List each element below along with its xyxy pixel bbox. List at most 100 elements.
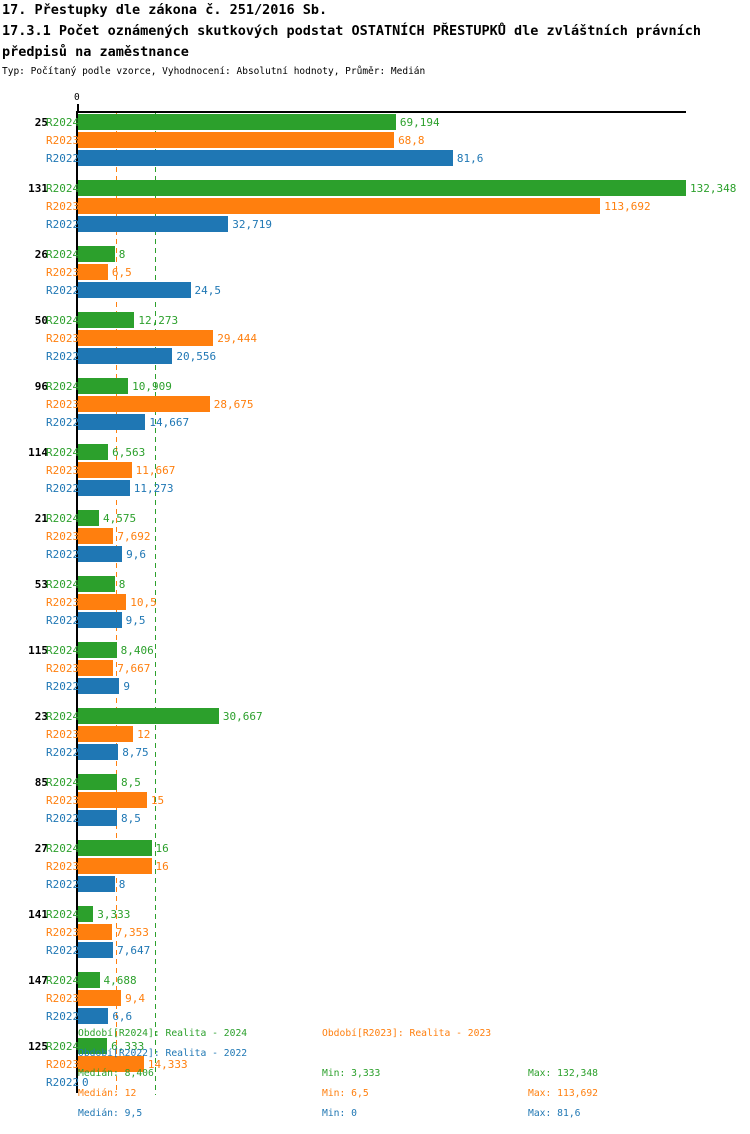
category-label: 131 [28,182,48,195]
bar-r2024[interactable] [78,774,118,790]
bar-value-label: 12 [137,728,151,741]
bar-value-label: 32,719 [232,218,273,231]
category-label: 141 [28,908,48,921]
bar-value-label: 8,75 [122,746,149,759]
bar-value-label: 8 [118,878,126,891]
bar-value-label: 6,6 [112,1010,133,1023]
bar-value-label: 8,406 [120,644,154,657]
bar-value-label: 6,5 [111,266,132,279]
bar-r2023[interactable] [78,792,147,808]
legend-row-stats-r2022: Medián: 9,5 Min: 0 Max: 81,6 [0,1108,750,1128]
bar-r2024[interactable] [78,972,100,988]
bar-group: 96 R2024 10,909 R2023 28,675 R2022 14,667 [0,377,750,431]
bar-group: 125 R2024 6,333 R2023 14,333 R2022 0 [0,1037,750,1091]
bar-r2023[interactable] [78,858,152,874]
stat-min-r2024: Min: 3,333 [322,1068,381,1079]
series-label-r2024: R2024 [46,380,80,393]
bar-r2022[interactable] [78,612,122,628]
bar-group: 115 R2024 8,406 R2023 7,667 R2022 9 [0,641,750,695]
bar-r2024[interactable] [78,1038,108,1054]
bar-r2022[interactable] [78,1008,109,1024]
series-label-r2024: R2024 [46,1040,80,1053]
series-label-r2024: R2024 [46,842,80,855]
bar-value-label: 24,5 [194,284,222,297]
category-label: 115 [28,644,48,657]
bar-r2022[interactable] [78,744,119,760]
bar-r2024[interactable] [78,642,117,658]
bar-group: 85 R2024 8,5 R2023 15 R2022 8,5 [0,773,750,827]
bar-r2024[interactable] [78,510,100,526]
axis-vertical-line [76,111,78,1093]
category-label: 96 [34,380,48,393]
bar-r2023[interactable] [78,990,122,1006]
bar-r2022[interactable] [78,348,173,364]
chart-legend: Období[R2024]: Realita - 2024 Období[R20… [0,1028,750,1128]
bar-value-label: 29,444 [217,332,257,345]
stat-min-r2023: Min: 6,5 [322,1088,369,1099]
bar-r2024[interactable] [78,246,115,262]
bar-r2024[interactable] [78,312,135,328]
bar-value-label: 7,667 [117,662,151,675]
bar-r2022[interactable] [78,546,123,562]
bar-r2024[interactable] [78,378,129,394]
bar-r2023[interactable] [78,660,114,676]
bar-value-label: 11,667 [135,464,176,477]
series-label-r2024: R2024 [46,314,80,327]
bar-r2023[interactable] [78,330,214,346]
legend-entry-r2024: Období[R2024]: Realita - 2024 [78,1028,248,1039]
bar-group: 21 R2024 4,575 R2023 7,692 R2022 9,6 [0,509,750,563]
bar-value-label: 9,5 [125,614,146,627]
series-label-r2024: R2024 [46,446,80,459]
series-label-r2024: R2024 [46,512,80,525]
series-label-r2024: R2024 [46,908,80,921]
bar-r2022[interactable] [78,876,115,892]
stat-max-r2024: Max: 132,348 [528,1068,598,1079]
bar-r2023[interactable] [78,396,210,412]
bar-r2023[interactable] [78,1056,144,1072]
bar-r2022[interactable] [78,414,146,430]
bar-r2022[interactable] [78,282,191,298]
bar-r2023[interactable] [78,198,601,214]
bar-r2022[interactable] [78,480,130,496]
bar-value-label: 6,333 [111,1040,145,1053]
series-label-r2022: R2022 [46,416,80,429]
bar-value-label: 4,575 [103,512,137,525]
category-label: 26 [34,248,48,261]
bar-r2024[interactable] [78,708,219,724]
axis-top-line [78,111,686,113]
stat-min-r2022: Min: 0 [322,1108,357,1119]
bar-r2022[interactable] [78,810,118,826]
bar-r2023[interactable] [78,594,127,610]
bar-r2024[interactable] [78,906,94,922]
bar-r2022[interactable] [78,678,120,694]
bar-value-label: 9 [123,680,130,693]
bar-r2022[interactable] [78,150,453,166]
bar-r2023[interactable] [78,924,112,940]
series-label-r2022: R2022 [46,1076,80,1089]
bar-group: 141 R2024 3,333 R2023 7,353 R2022 7,647 [0,905,750,959]
bar-group: 53 R2024 8 R2023 10,5 R2022 9,5 [0,575,750,629]
bar-r2023[interactable] [78,264,108,280]
bar-value-label: 16 [155,842,169,855]
bar-r2024[interactable] [78,576,115,592]
bar-group: 23 R2024 30,667 R2023 12 R2022 8,75 [0,707,750,761]
bar-r2024[interactable] [78,180,686,196]
bar-r2024[interactable] [78,444,109,460]
bar-r2023[interactable] [78,462,132,478]
bar-r2023[interactable] [78,528,114,544]
bar-r2022[interactable] [78,942,114,958]
bar-r2023[interactable] [78,726,134,742]
bar-value-label: 4,688 [103,974,137,987]
bar-value-label: 68,8 [398,134,425,147]
bar-value-label: 69,194 [399,116,440,129]
bar-value-label: 9,4 [125,992,146,1005]
stat-median-r2023: Medián: 12 [78,1088,137,1099]
page-title: 17. Přestupky dle zákona č. 251/2016 Sb. [2,2,328,18]
series-label-r2024: R2024 [46,710,80,723]
bar-r2024[interactable] [78,840,152,856]
series-label-r2023: R2023 [46,662,80,675]
bar-r2024[interactable] [78,114,396,130]
series-label-r2023: R2023 [46,1058,80,1071]
bar-r2022[interactable] [78,216,229,232]
bar-r2023[interactable] [78,132,395,148]
